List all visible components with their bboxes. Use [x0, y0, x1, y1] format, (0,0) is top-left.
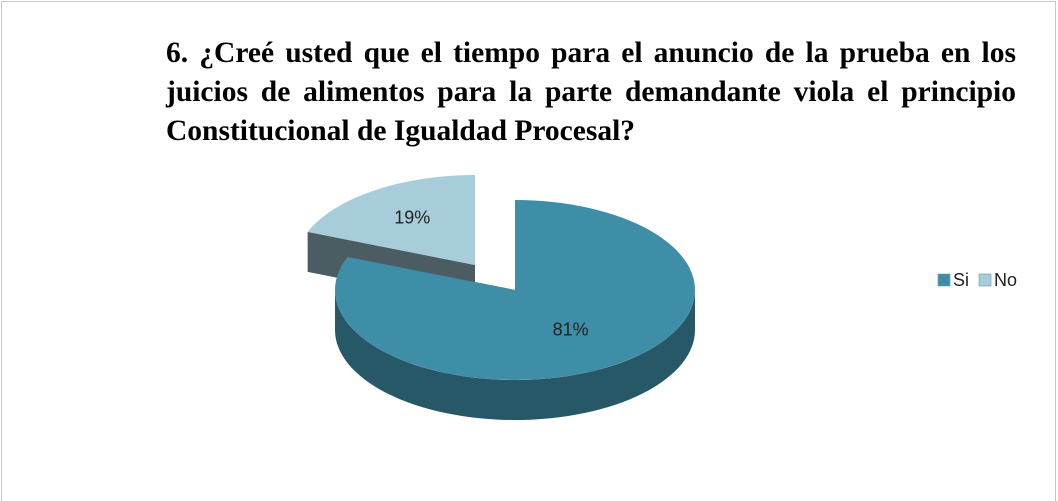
legend-swatch — [978, 273, 992, 287]
chart-title: 6. ¿Creé usted que el tiempo para el anu… — [166, 37, 1016, 147]
pie-slice — [307, 175, 475, 265]
legend-swatch — [937, 273, 951, 287]
legend-label: Si — [953, 270, 969, 290]
data-label: 81% — [553, 320, 589, 340]
legend-label: No — [994, 270, 1017, 290]
data-label: 19% — [394, 208, 430, 228]
pie-slice — [335, 200, 696, 381]
slice-side — [335, 290, 695, 420]
